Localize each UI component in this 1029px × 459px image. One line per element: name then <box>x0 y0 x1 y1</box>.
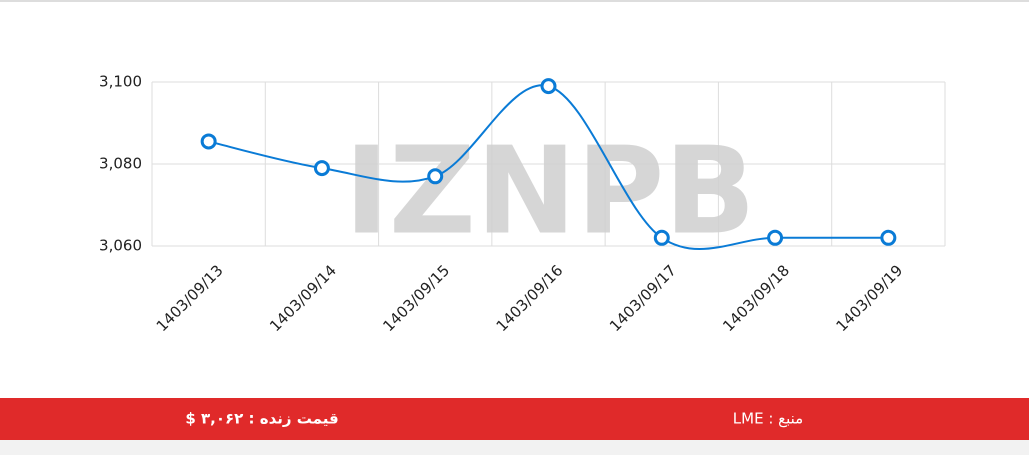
grid <box>151 81 946 247</box>
point <box>653 229 670 246</box>
point <box>767 229 784 246</box>
point <box>427 168 444 185</box>
point <box>540 78 557 95</box>
y-tick-label: 3,100 <box>99 73 142 91</box>
point <box>313 160 330 177</box>
point <box>200 133 217 150</box>
footer-bar <box>0 398 1029 440</box>
point <box>880 229 897 246</box>
y-tick-label: 3,060 <box>99 237 142 255</box>
source: منبع : LME <box>733 410 803 428</box>
footer-bottom <box>0 440 1029 455</box>
watermark: IZNPB <box>344 123 756 262</box>
y-tick-label: 3,080 <box>99 155 142 173</box>
live-price: قیمت زنده : ۳,۰۶۲ $ <box>185 410 338 428</box>
